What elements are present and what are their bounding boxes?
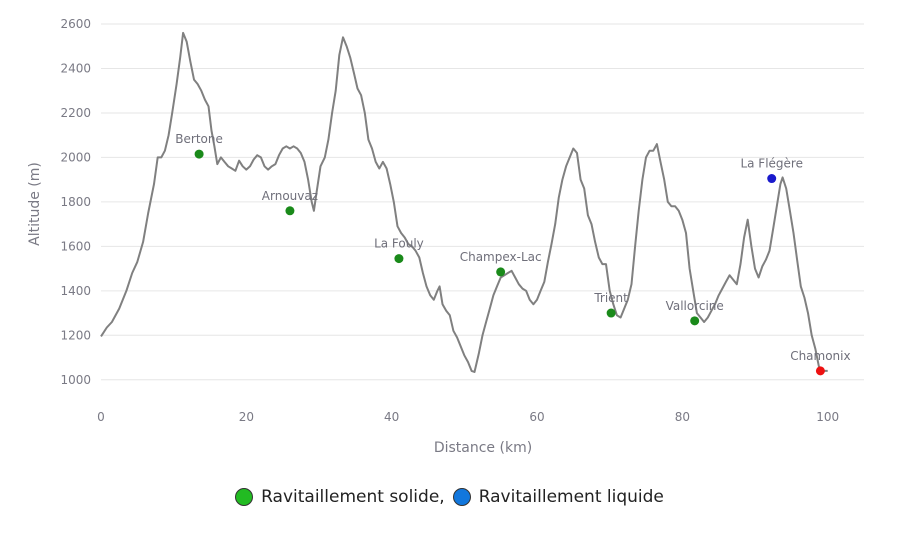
aid-station[interactable]: Champex-Lac	[460, 250, 542, 277]
x-tick-label: 0	[97, 410, 105, 424]
aid-station-marker[interactable]	[606, 308, 616, 318]
aid-station-marker[interactable]	[815, 366, 825, 376]
y-tick-label: 1600	[60, 239, 91, 253]
aid-station[interactable]: Trient	[593, 291, 628, 318]
altitude-profile-line	[100, 31, 828, 373]
aid-station[interactable]: Chamonix	[790, 349, 851, 376]
x-tick-label: 80	[675, 410, 690, 424]
aid-station-label: La Fouly	[374, 237, 424, 251]
aid-station-marker[interactable]	[394, 254, 404, 264]
y-tick-label: 1200	[60, 328, 91, 342]
aid-station[interactable]: Arnouvaz	[262, 189, 318, 216]
y-tick-label: 2200	[60, 106, 91, 120]
y-axis-title: Altitude (m)	[27, 162, 43, 246]
aid-station[interactable]: Bertone	[175, 132, 223, 159]
legend-label-solid: Ravitaillement solide,	[261, 487, 445, 507]
aid-station-marker[interactable]	[194, 149, 204, 159]
x-tick-label: 20	[239, 410, 254, 424]
x-axis-title: Distance (km)	[434, 440, 532, 456]
legend: Ravitaillement solide, Ravitaillement li…	[0, 487, 899, 507]
aid-station[interactable]: Vallorcine	[666, 299, 724, 326]
legend-swatch-liquid	[452, 488, 471, 506]
y-tick-label: 2000	[60, 150, 91, 164]
aid-station-label: La Flégère	[740, 157, 803, 171]
aid-station-label: Bertone	[175, 132, 223, 146]
aid-station[interactable]: La Flégère	[740, 157, 803, 184]
aid-station-label: Vallorcine	[666, 299, 724, 313]
y-tick-label: 1400	[60, 284, 91, 298]
aid-station[interactable]: La Fouly	[374, 237, 424, 264]
aid-station-marker[interactable]	[285, 206, 295, 216]
aid-station-points: Bertone Arnouvaz La Fouly Champex-Lac Trient…	[175, 132, 851, 376]
gridlines	[101, 23, 864, 381]
x-tick-label: 40	[384, 410, 399, 424]
x-tick-label: 100	[816, 410, 839, 424]
aid-station-marker[interactable]	[690, 316, 700, 326]
legend-swatch-solid	[235, 488, 254, 506]
aid-station-marker[interactable]	[496, 267, 506, 277]
y-tick-labels: 1000 1200 1400 1600 1800 2000 2200 2400 2600	[60, 17, 91, 387]
y-tick-label: 2600	[60, 17, 91, 31]
legend-item-solid[interactable]: Ravitaillement solide,	[235, 487, 453, 507]
aid-station-marker[interactable]	[767, 174, 777, 184]
y-tick-label: 1800	[60, 195, 91, 209]
y-tick-label: 1000	[60, 373, 91, 387]
x-tick-label: 60	[529, 410, 544, 424]
aid-station-label: Arnouvaz	[262, 189, 318, 203]
legend-label-liquid: Ravitaillement liquide	[478, 487, 664, 507]
aid-station-label: Champex-Lac	[460, 250, 542, 264]
x-tick-labels: 0 20 40 60 80 100	[97, 410, 839, 424]
aid-station-label: Trient	[593, 291, 628, 305]
legend-item-liquid[interactable]: Ravitaillement liquide	[452, 487, 664, 507]
aid-station-label: Chamonix	[790, 349, 850, 363]
y-tick-label: 2400	[60, 61, 91, 75]
